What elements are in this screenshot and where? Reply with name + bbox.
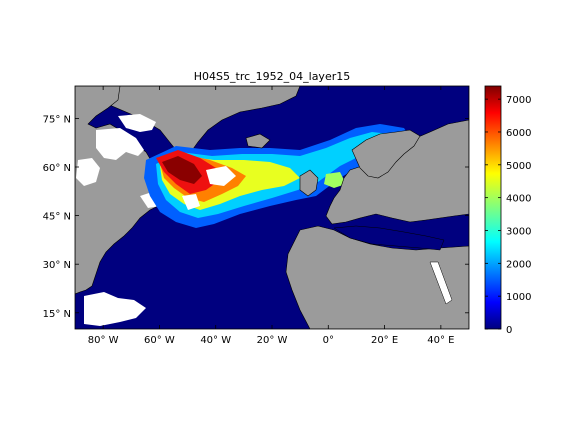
x-tick-label: 0° bbox=[323, 335, 334, 346]
land-africa bbox=[285, 225, 469, 329]
x-tick-label: 40° E bbox=[427, 335, 454, 346]
y-axis: 15° N 30° N 45° N 60° N 75° N bbox=[43, 114, 469, 320]
x-tick-label: 80° W bbox=[88, 335, 119, 346]
colorbar-tick-label: 2000 bbox=[506, 259, 531, 270]
y-tick-label: 15° N bbox=[43, 309, 71, 320]
y-tick-label: 75° N bbox=[43, 114, 71, 125]
colorbar-tick-label: 5000 bbox=[506, 161, 531, 172]
x-axis: 80° W 60° W 40° W 20° W 0° 20° E 40° E bbox=[88, 86, 454, 346]
x-tick-label: 20° E bbox=[371, 335, 398, 346]
colorbar-tick-label: 4000 bbox=[506, 194, 531, 205]
y-tick-label: 45° N bbox=[43, 212, 71, 223]
map-plot-area bbox=[75, 86, 469, 329]
land-scandinavia bbox=[351, 129, 421, 179]
land-british-isles bbox=[299, 169, 319, 197]
colorbar: 0 1000 2000 3000 4000 5000 6000 7000 bbox=[484, 85, 531, 336]
mediterranean-sea bbox=[333, 225, 445, 251]
land-iceland bbox=[245, 133, 271, 149]
plume-lightgreen-patch bbox=[324, 172, 346, 188]
no-data-labrador bbox=[96, 128, 144, 160]
y-tick-label: 30° N bbox=[43, 260, 71, 271]
x-tick-label: 40° W bbox=[200, 335, 231, 346]
colorbar-tick-label: 3000 bbox=[506, 226, 531, 237]
plume-white-core bbox=[206, 166, 236, 186]
y-tick-label: 60° N bbox=[43, 163, 71, 174]
no-data-hudson bbox=[76, 158, 100, 186]
x-tick-label: 60° W bbox=[144, 335, 175, 346]
plume-darkred bbox=[162, 156, 202, 184]
no-data-baffin bbox=[118, 114, 156, 132]
x-tick-label: 20° W bbox=[257, 335, 288, 346]
colorbar-tick-label: 7000 bbox=[506, 95, 531, 106]
colorbar-tick-label: 0 bbox=[506, 325, 512, 336]
red-sea bbox=[429, 261, 453, 305]
colorbar-ticks: 0 1000 2000 3000 4000 5000 6000 7000 bbox=[485, 95, 531, 336]
no-data-caribbean bbox=[84, 292, 146, 326]
colorbar-gradient bbox=[484, 85, 502, 330]
colorbar-tick-label: 1000 bbox=[506, 292, 531, 303]
plume-field bbox=[144, 124, 412, 228]
colorbar-tick-label: 6000 bbox=[506, 128, 531, 139]
chart-title: H04S5_trc_1952_04_layer15 bbox=[194, 70, 350, 83]
plume-white-core-2 bbox=[182, 194, 200, 210]
